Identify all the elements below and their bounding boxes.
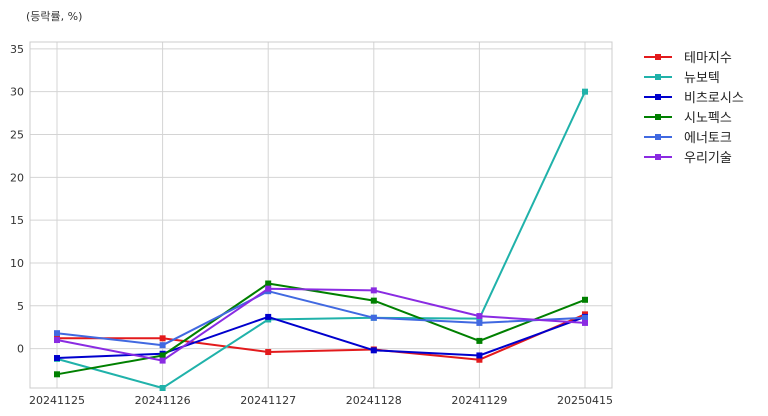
legend-item: 비츠로시스 <box>644 91 744 106</box>
data-point <box>476 352 483 359</box>
data-point <box>265 280 272 287</box>
y-tick-label: 10 <box>10 257 24 270</box>
data-point <box>476 313 483 320</box>
y-tick-label: 20 <box>10 171 24 184</box>
plot-area-frame <box>29 41 613 389</box>
x-tick-label: 20250415 <box>557 394 613 407</box>
data-point <box>582 88 588 95</box>
data-point <box>476 319 483 326</box>
series-line <box>57 313 586 361</box>
data-point <box>370 287 377 294</box>
grid <box>30 42 612 388</box>
chart-unit-note: (등락률, %) <box>26 10 82 23</box>
legend-marker <box>655 94 661 100</box>
series-시노펙스 <box>54 280 588 378</box>
legend-item: 뉴보텍 <box>644 71 720 86</box>
x-tick-label: 20241125 <box>29 394 85 407</box>
data-point <box>54 355 60 362</box>
data-point <box>265 313 272 320</box>
series-line <box>56 315 586 359</box>
data-point <box>54 330 60 337</box>
data-point <box>370 314 377 321</box>
data-point <box>476 356 483 363</box>
series-line <box>56 287 586 362</box>
data-point <box>159 342 166 349</box>
y-tick-label: 30 <box>10 86 24 99</box>
legend-item: 에너토크 <box>644 131 732 146</box>
series-line <box>56 91 586 389</box>
x-tick-label: 20241128 <box>346 394 402 407</box>
y-tick-label: 25 <box>10 128 24 141</box>
y-tick-label: 15 <box>10 214 24 227</box>
data-point <box>54 371 60 378</box>
legend-label: 비츠로시스 <box>684 91 744 106</box>
legend-item: 우리기술 <box>644 151 732 166</box>
y-tick-label: 0 <box>17 343 24 356</box>
data-point <box>265 349 272 356</box>
y-tick-label: 35 <box>10 43 24 56</box>
axis-labels: 0 5 10 15 20 25 30 35 20241125 20241126 20241127 20… <box>10 43 613 407</box>
data-point <box>159 335 166 342</box>
legend-label: 우리기술 <box>684 151 732 166</box>
series-line <box>56 290 586 347</box>
x-tick-label: 20241126 <box>135 394 191 407</box>
data-point <box>54 337 60 344</box>
legend-marker <box>655 54 661 60</box>
x-tick-label: 20241127 <box>240 394 296 407</box>
data-point <box>370 297 377 304</box>
legend-label: 테마지수 <box>684 51 732 66</box>
legend-marker <box>655 74 661 80</box>
series-line <box>56 282 586 376</box>
legend-label: 뉴보텍 <box>684 71 720 86</box>
legend-marker <box>655 114 661 120</box>
data-point <box>265 285 272 292</box>
series-우리기술 <box>54 285 588 364</box>
legend-marker <box>655 154 661 160</box>
data-point <box>370 347 377 354</box>
data-point <box>582 314 588 321</box>
data-point <box>476 337 483 344</box>
data-point <box>159 385 166 391</box>
data-point <box>582 296 588 303</box>
legend-label: 에너토크 <box>684 131 732 146</box>
data-point <box>159 352 166 359</box>
y-tick-label: 5 <box>17 300 24 313</box>
data-point <box>582 319 588 326</box>
series-layer <box>54 88 588 391</box>
legend-item: 테마지수 <box>644 51 732 66</box>
legend-marker <box>655 134 661 140</box>
x-tick-label: 20241129 <box>451 394 507 407</box>
legend-item: 시노펙스 <box>644 111 732 126</box>
data-point <box>159 357 166 364</box>
legend-label: 시노펙스 <box>684 111 732 126</box>
